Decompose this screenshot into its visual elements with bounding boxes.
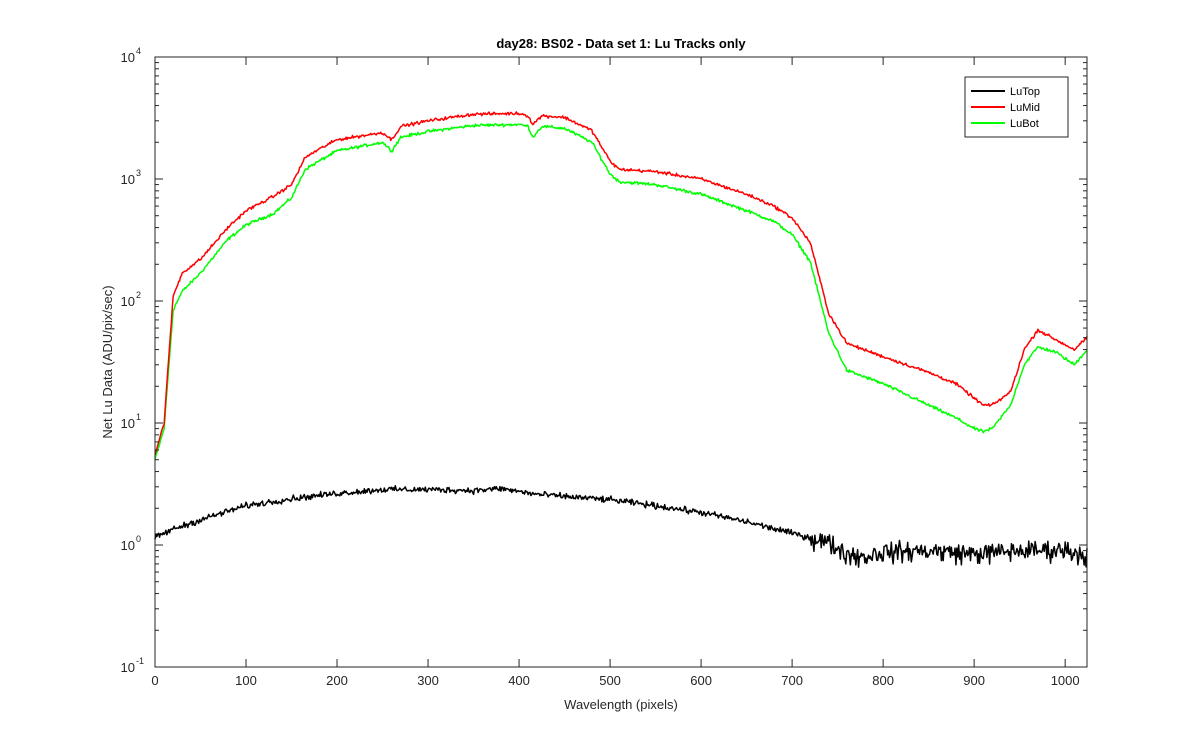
x-tick-label: 900 bbox=[963, 673, 985, 688]
series-line-lubot bbox=[154, 122, 1088, 460]
y-tick-exponent: 3 bbox=[136, 168, 141, 178]
chart-title: day28: BS02 - Data set 1: Lu Tracks only bbox=[496, 36, 746, 51]
legend-label-lubot: LuBot bbox=[1010, 118, 1039, 130]
y-tick-label: 10 bbox=[121, 660, 135, 675]
plot-area bbox=[155, 57, 1087, 667]
y-tick-label: 10 bbox=[121, 294, 135, 309]
x-tick-label: 100 bbox=[235, 673, 257, 688]
y-axis-label: Net Lu Data (ADU/pix/sec) bbox=[100, 285, 115, 438]
x-tick-label: 500 bbox=[599, 673, 621, 688]
x-tick-label: 200 bbox=[326, 673, 348, 688]
x-axis-label: Wavelength (pixels) bbox=[564, 697, 678, 712]
y-tick-label: 10 bbox=[121, 538, 135, 553]
y-tick-exponent: 0 bbox=[136, 534, 141, 544]
y-tick-label: 10 bbox=[121, 172, 135, 187]
axes-layer bbox=[154, 56, 1088, 668]
y-tick-label: 10 bbox=[121, 50, 135, 65]
series-line-lumid bbox=[154, 111, 1088, 455]
x-tick-label: 600 bbox=[690, 673, 712, 688]
y-tick-exponent: 4 bbox=[136, 46, 141, 56]
x-tick-label: 800 bbox=[872, 673, 894, 688]
legend-label-lutop: LuTop bbox=[1010, 86, 1040, 98]
legend: LuTop LuMid LuBot bbox=[964, 76, 1069, 138]
x-tick-label: 1000 bbox=[1051, 673, 1080, 688]
y-tick-label: 10 bbox=[121, 416, 135, 431]
y-tick-exponent: -1 bbox=[136, 656, 144, 666]
x-tick-label: 300 bbox=[417, 673, 439, 688]
x-tick-label: 0 bbox=[151, 673, 158, 688]
x-tick-label: 700 bbox=[781, 673, 803, 688]
series-line-lutop bbox=[154, 485, 1088, 568]
series-layer bbox=[154, 111, 1088, 568]
legend-label-lumid: LuMid bbox=[1010, 102, 1040, 114]
axes-box bbox=[154, 56, 1088, 668]
y-tick-exponent: 1 bbox=[136, 412, 141, 422]
x-tick-label: 400 bbox=[508, 673, 530, 688]
y-tick-exponent: 2 bbox=[136, 290, 141, 300]
